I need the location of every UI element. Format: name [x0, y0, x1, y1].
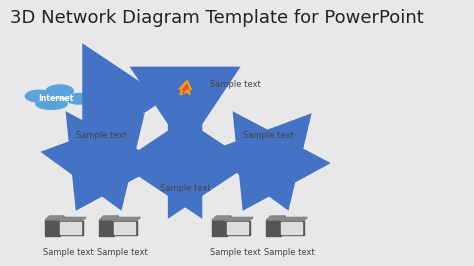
Polygon shape [183, 84, 188, 94]
FancyBboxPatch shape [227, 222, 248, 234]
Text: Sample text: Sample text [264, 248, 315, 257]
FancyBboxPatch shape [58, 221, 83, 235]
FancyBboxPatch shape [45, 220, 60, 236]
FancyBboxPatch shape [266, 220, 281, 236]
FancyBboxPatch shape [114, 222, 135, 234]
Circle shape [186, 165, 191, 167]
Polygon shape [280, 141, 286, 178]
Text: Sample text: Sample text [97, 248, 148, 257]
Polygon shape [281, 216, 285, 236]
Polygon shape [266, 216, 285, 220]
Text: Internet: Internet [38, 94, 73, 103]
Polygon shape [58, 217, 86, 221]
Circle shape [166, 165, 171, 167]
Polygon shape [225, 217, 253, 221]
Text: Sample text: Sample text [160, 184, 210, 193]
FancyBboxPatch shape [60, 222, 81, 234]
FancyBboxPatch shape [100, 220, 114, 236]
Circle shape [200, 165, 204, 167]
FancyBboxPatch shape [281, 222, 302, 234]
Polygon shape [100, 216, 118, 220]
Text: Sample text: Sample text [210, 248, 261, 257]
FancyBboxPatch shape [90, 146, 113, 178]
FancyBboxPatch shape [279, 221, 304, 235]
FancyBboxPatch shape [257, 146, 280, 178]
FancyBboxPatch shape [171, 94, 200, 111]
FancyBboxPatch shape [162, 161, 208, 171]
Ellipse shape [26, 90, 53, 102]
Polygon shape [90, 141, 119, 146]
Circle shape [173, 165, 177, 167]
Text: Sample text: Sample text [243, 131, 294, 140]
Text: 3D Network Diagram Template for PowerPoint: 3D Network Diagram Template for PowerPoi… [10, 9, 423, 27]
FancyBboxPatch shape [212, 220, 227, 236]
Polygon shape [212, 216, 231, 220]
Polygon shape [113, 141, 119, 178]
Ellipse shape [66, 94, 91, 104]
Circle shape [180, 165, 184, 167]
Text: Sample text: Sample text [43, 248, 93, 257]
Polygon shape [112, 217, 140, 221]
Polygon shape [227, 216, 231, 236]
Text: Sample text: Sample text [210, 80, 261, 89]
Ellipse shape [46, 85, 73, 97]
FancyBboxPatch shape [225, 221, 250, 235]
Polygon shape [257, 141, 286, 146]
FancyBboxPatch shape [112, 221, 137, 235]
Polygon shape [60, 216, 64, 236]
Ellipse shape [36, 99, 67, 109]
Circle shape [193, 165, 197, 167]
Text: Sample text: Sample text [76, 131, 127, 140]
Polygon shape [179, 80, 191, 95]
Polygon shape [114, 216, 118, 236]
Polygon shape [279, 217, 308, 221]
Polygon shape [45, 216, 64, 220]
